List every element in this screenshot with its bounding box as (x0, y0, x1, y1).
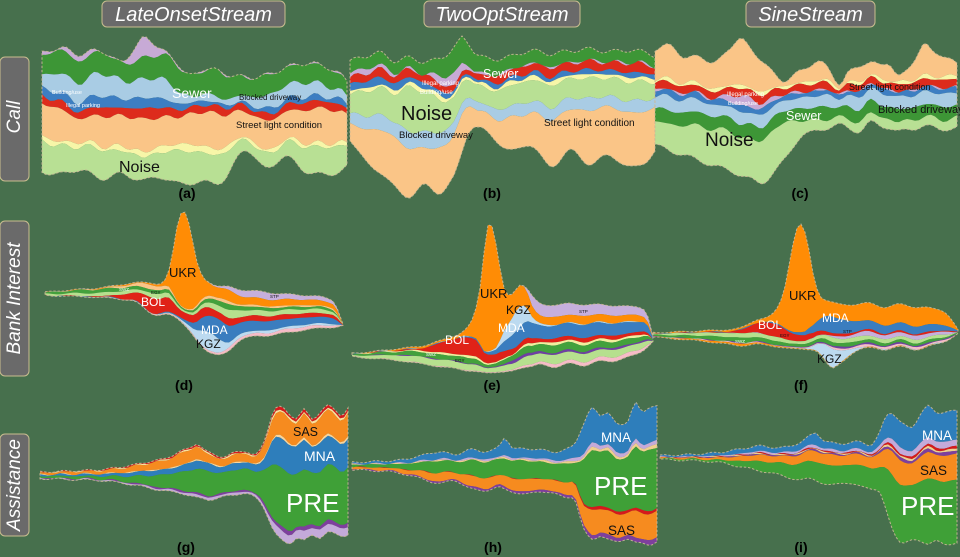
svg-text:SAS: SAS (608, 523, 635, 538)
svg-text:Bank Interest: Bank Interest (4, 242, 25, 355)
svg-text:SWZ: SWZ (735, 339, 745, 344)
svg-text:BOL: BOL (445, 333, 469, 347)
svg-text:Call: Call (4, 100, 25, 134)
svg-text:SAS: SAS (920, 463, 947, 478)
svg-text:Sewer: Sewer (172, 85, 212, 101)
svg-text:(b): (b) (483, 185, 501, 201)
svg-text:MNA: MNA (922, 428, 952, 443)
svg-text:UKR: UKR (789, 288, 816, 303)
svg-text:(i): (i) (794, 539, 807, 555)
svg-text:Noise: Noise (705, 130, 754, 151)
svg-text:Noise: Noise (119, 159, 160, 176)
svg-text:MDA: MDA (201, 323, 228, 337)
svg-text:SWZ: SWZ (119, 287, 129, 292)
svg-text:Noise: Noise (401, 103, 452, 125)
svg-text:BOL: BOL (141, 295, 165, 309)
svg-text:Street light condition: Street light condition (236, 120, 322, 131)
svg-text:(a): (a) (178, 185, 195, 201)
svg-text:BOL: BOL (758, 318, 782, 332)
svg-text:STP: STP (843, 329, 852, 334)
svg-text:(e): (e) (483, 377, 500, 393)
svg-text:KGZ: KGZ (817, 352, 842, 366)
svg-text:SAS: SAS (293, 425, 318, 439)
svg-text:Illegal parking: Illegal parking (727, 92, 764, 98)
svg-text:Sewer: Sewer (786, 109, 821, 123)
svg-text:STP: STP (579, 309, 588, 314)
svg-text:MNA: MNA (601, 430, 631, 445)
svg-text:LateOnsetStream: LateOnsetStream (115, 4, 272, 26)
svg-text:EGY: EGY (780, 333, 790, 338)
svg-text:STP: STP (270, 294, 279, 299)
svg-text:SineStream: SineStream (758, 4, 863, 26)
svg-text:KGZ: KGZ (506, 303, 531, 317)
svg-text:UKR: UKR (169, 265, 196, 280)
svg-text:Street light condition: Street light condition (849, 82, 931, 92)
svg-text:Building/use: Building/use (728, 101, 758, 107)
svg-text:(h): (h) (484, 539, 502, 555)
svg-text:Street light condition: Street light condition (544, 118, 635, 129)
svg-text:EGY: EGY (455, 358, 465, 363)
svg-text:Illegal parking: Illegal parking (422, 81, 459, 87)
svg-text:UKR: UKR (480, 286, 507, 301)
svg-text:TwoOptStream: TwoOptStream (436, 4, 569, 26)
svg-text:Building/use: Building/use (52, 90, 82, 96)
svg-text:Blocked driveway: Blocked driveway (399, 130, 473, 141)
svg-text:Building/use: Building/use (420, 90, 453, 96)
svg-text:Sewer: Sewer (483, 67, 518, 81)
svg-text:PRE: PRE (901, 491, 954, 521)
svg-text:(d): (d) (175, 377, 193, 393)
svg-text:PRE: PRE (594, 471, 647, 501)
svg-text:(c): (c) (791, 185, 808, 201)
svg-text:MDA: MDA (822, 311, 849, 325)
svg-text:SWZ: SWZ (426, 352, 436, 357)
svg-text:Illegal parking: Illegal parking (66, 103, 100, 109)
svg-text:Blocked driveway: Blocked driveway (878, 104, 960, 116)
svg-text:KGZ: KGZ (196, 337, 221, 351)
svg-text:Blocked driveway: Blocked driveway (239, 93, 301, 102)
svg-text:Assistance: Assistance (4, 439, 25, 532)
svg-text:EGY: EGY (151, 290, 161, 295)
svg-text:MDA: MDA (498, 321, 525, 335)
svg-text:PRE: PRE (286, 488, 339, 518)
svg-text:(g): (g) (177, 539, 195, 555)
svg-text:MNA: MNA (304, 448, 336, 464)
svg-text:(f): (f) (794, 377, 808, 393)
